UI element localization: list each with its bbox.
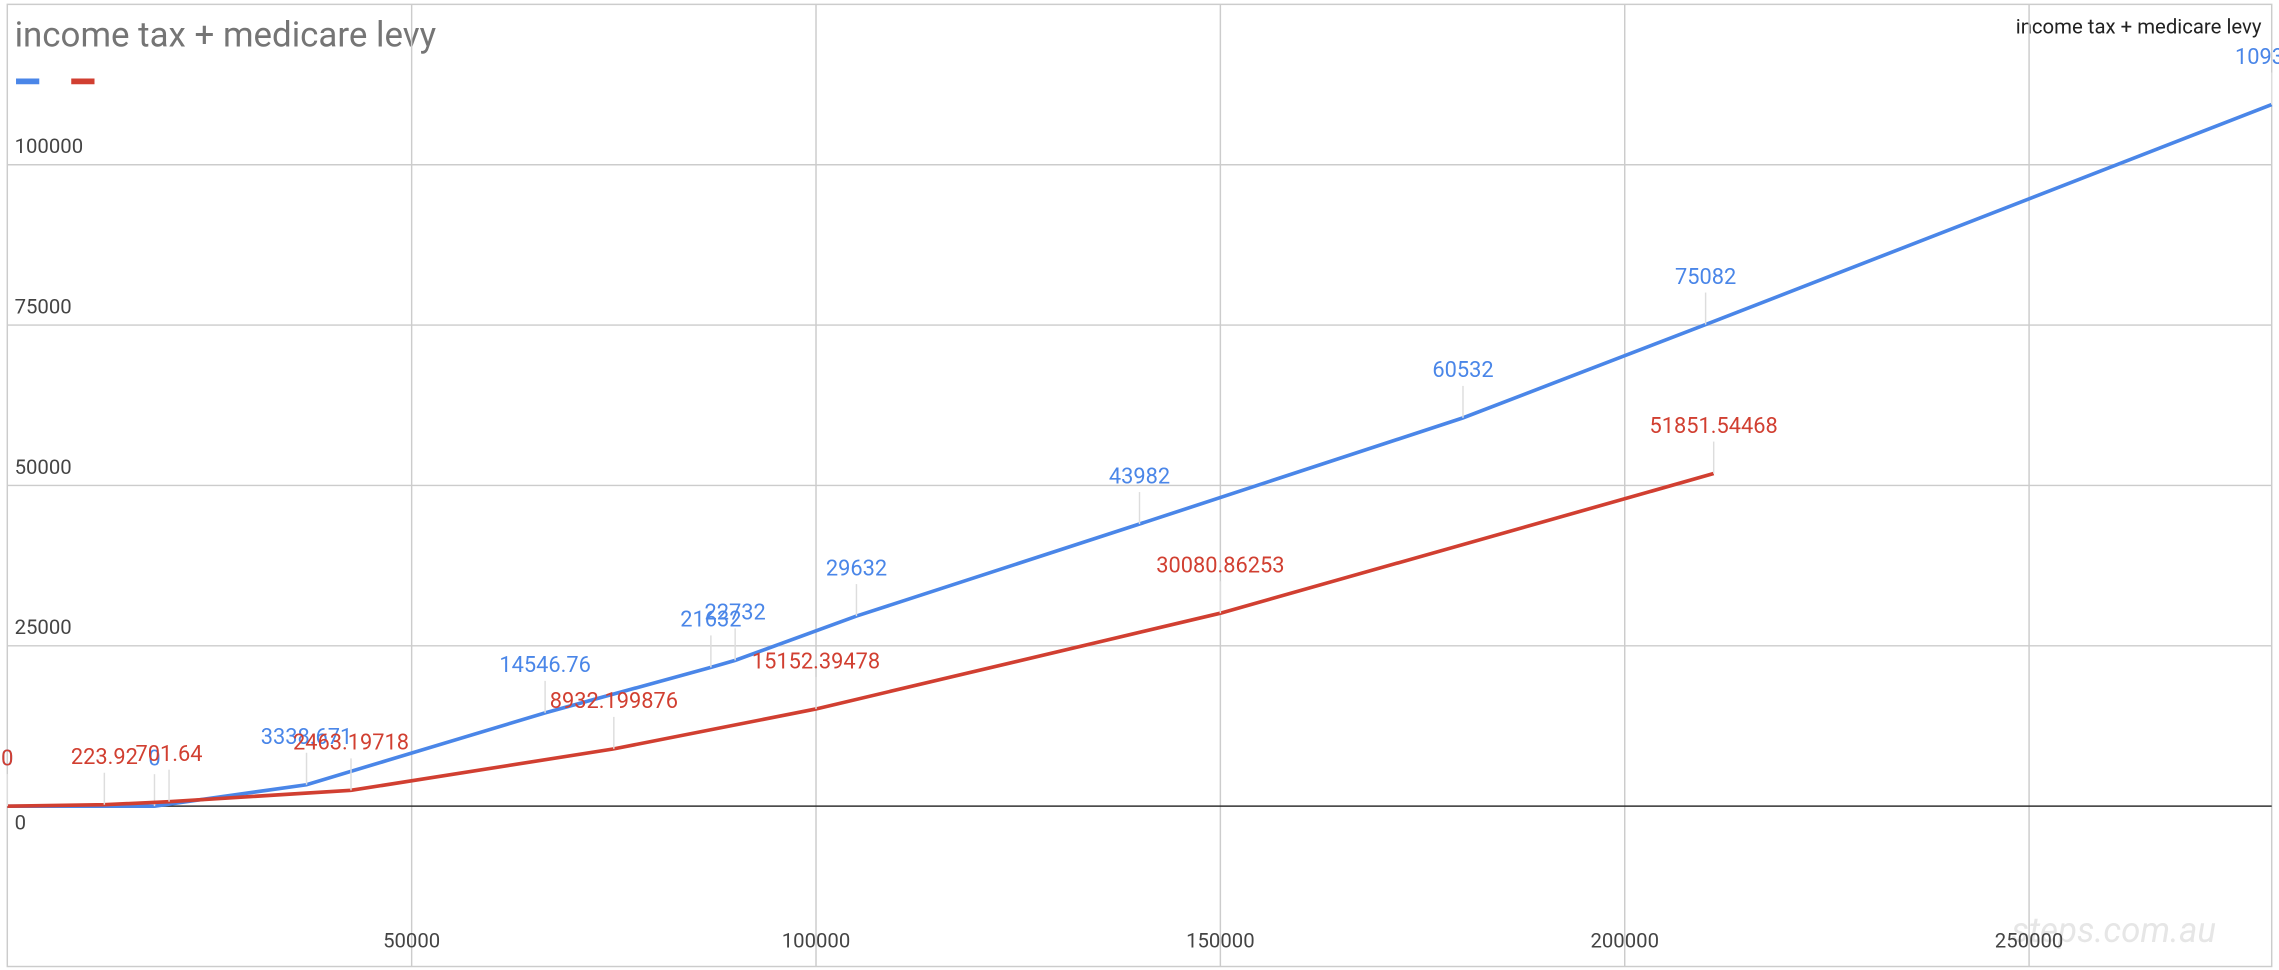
data-label: 22732 bbox=[705, 601, 766, 626]
y-tick-label: 75000 bbox=[15, 294, 72, 318]
data-label: 0 bbox=[1, 746, 13, 771]
data-label: 75082 bbox=[1675, 265, 1736, 290]
data-label: 0 bbox=[148, 746, 160, 771]
watermark: steps.com.au bbox=[2012, 910, 2216, 951]
x-tick-label: 100000 bbox=[782, 929, 851, 953]
data-label: 8932.199876 bbox=[550, 689, 678, 714]
data-label: 109382 bbox=[2235, 45, 2279, 70]
data-label: 14546.76 bbox=[499, 653, 591, 678]
x-tick-label: 150000 bbox=[1186, 929, 1255, 953]
data-label: 701.64 bbox=[136, 742, 203, 767]
y-tick-label: 50000 bbox=[15, 455, 72, 479]
data-label: 2463.19718 bbox=[293, 731, 409, 756]
y-tick-label: 100000 bbox=[15, 134, 84, 158]
chart-title: income tax + medicare levy bbox=[15, 15, 437, 56]
data-label: 43982 bbox=[1109, 464, 1170, 489]
data-label: 29632 bbox=[826, 556, 887, 581]
data-label: 60532 bbox=[1432, 358, 1493, 383]
y-tick-label: 0 bbox=[15, 810, 26, 834]
data-label: 3338.671 bbox=[261, 725, 353, 750]
data-label: 30080.86253 bbox=[1156, 554, 1284, 579]
x-tick-label: 50000 bbox=[383, 929, 440, 953]
series-line bbox=[7, 471, 1715, 808]
data-label: 51851.54468 bbox=[1650, 414, 1778, 439]
y-tick-label: 25000 bbox=[15, 615, 72, 639]
x-tick-label: 250000 bbox=[1995, 929, 2064, 953]
data-label: 21632 bbox=[680, 608, 741, 633]
data-label: 15152.39478 bbox=[752, 649, 880, 674]
data-label: 223.92 bbox=[71, 745, 138, 770]
legend-title: income tax + medicare levy bbox=[2016, 14, 2262, 38]
x-tick-label: 200000 bbox=[1590, 929, 1659, 953]
series-line bbox=[7, 102, 2273, 808]
data-label: 0 bbox=[1, 746, 13, 771]
